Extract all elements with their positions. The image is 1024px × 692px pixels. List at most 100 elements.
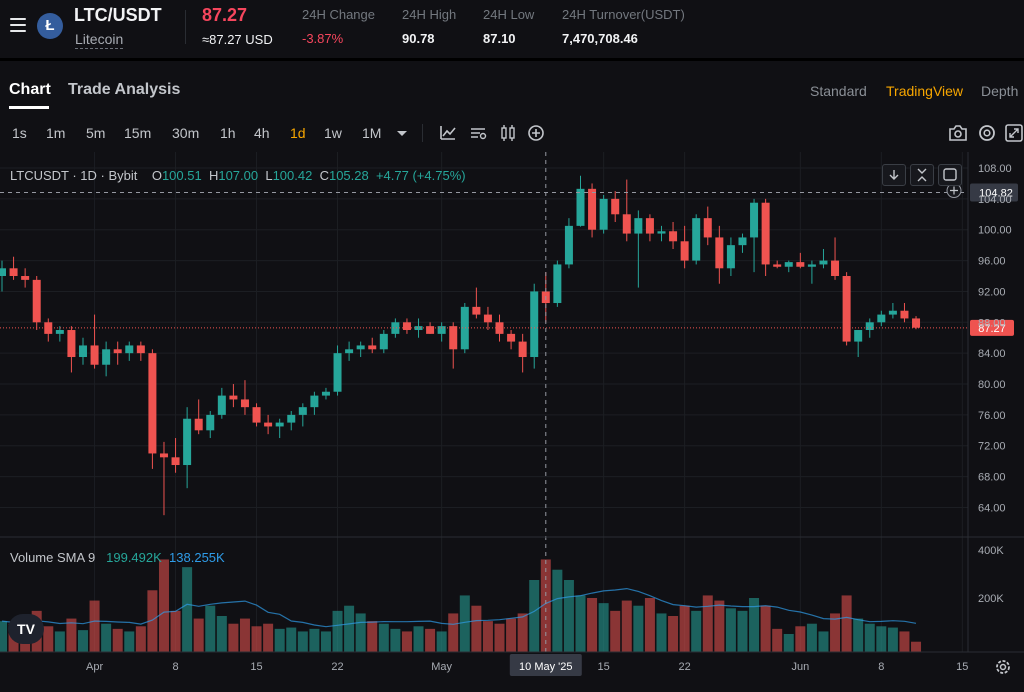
volume-value: 199.492K (106, 550, 162, 565)
volume-bar (587, 598, 598, 652)
candle-body (194, 418, 203, 431)
view-depth[interactable]: Depth (981, 83, 1019, 99)
candle-body (703, 218, 712, 238)
time-tick-label: 15 (250, 661, 262, 673)
tab-chart[interactable]: Chart (9, 81, 51, 98)
pair-name[interactable]: LTC/USDT (74, 5, 162, 25)
volume-bar (471, 605, 482, 652)
view-standard[interactable]: Standard (810, 83, 867, 99)
price-chart[interactable]: 87.27 104.82 10 May '25 108.00 104.00 100.00… (0, 152, 1024, 692)
candle-body (854, 330, 863, 342)
volume-bar (818, 631, 829, 652)
time-tick-label: 22 (331, 661, 343, 673)
settings-icon[interactable] (976, 122, 998, 144)
candles-icon[interactable] (497, 122, 519, 144)
volume-bar (332, 610, 343, 652)
candle-body (310, 395, 319, 408)
candle-body (692, 218, 701, 261)
candle-body (622, 214, 631, 234)
crosshair-price-tag (970, 183, 1018, 202)
volume-bar (425, 628, 436, 652)
candle-body (217, 395, 226, 415)
candle-body (426, 326, 435, 334)
last-price: 87.27 (202, 5, 248, 25)
candle-body (333, 353, 342, 392)
coin-name[interactable]: Litecoin (75, 31, 124, 49)
legend-symbol[interactable]: LTCUSDT · 1D · Bybit (10, 168, 138, 183)
time-tick-label: 15 (956, 661, 968, 673)
volume-bar (853, 618, 864, 652)
candle-body (287, 414, 296, 423)
interval-1m[interactable]: 1m (46, 125, 66, 141)
candle-body (807, 264, 816, 267)
view-tradingview[interactable]: TradingView (886, 83, 964, 99)
camera-icon[interactable] (947, 122, 969, 144)
candle-body (842, 276, 851, 342)
interval-15m[interactable]: 15m (124, 125, 152, 141)
volume-bar (401, 631, 412, 652)
collapse-button[interactable] (910, 164, 934, 186)
volume-bar (297, 631, 308, 652)
time-tick-label: 8 (172, 661, 178, 673)
volume-bar (43, 626, 54, 652)
candle-body (148, 353, 157, 454)
volume-bar (598, 603, 609, 652)
volume-bar (274, 628, 285, 652)
volume-bar (506, 618, 517, 652)
candlestick-chart[interactable]: 87.27 104.82 10 May '25 108.00 104.00 100.00… (0, 152, 1024, 692)
maximize-pane-button[interactable] (938, 164, 962, 186)
chart-type-icon[interactable] (467, 122, 489, 144)
volume-bar (644, 598, 655, 652)
candle-body (379, 333, 388, 350)
price-tick-label: 80.00 (978, 379, 1006, 391)
indicators-icon[interactable] (437, 122, 459, 144)
volume-bar (448, 613, 459, 652)
volume-bar (494, 623, 505, 652)
chart-settings-gear-icon[interactable] (992, 656, 1014, 678)
volume-bar (251, 626, 262, 652)
volume-bar (552, 569, 563, 652)
candle-body (206, 414, 215, 431)
interval-1M[interactable]: 1M (362, 125, 382, 141)
interval-5m[interactable]: 5m (86, 125, 106, 141)
menu-icon[interactable] (10, 18, 26, 32)
candle-body (912, 318, 921, 328)
volume-bar (344, 605, 355, 652)
crosshair-price-label: 104.82 (979, 188, 1013, 200)
interval-1s[interactable]: 1s (12, 125, 27, 141)
tradingview-logo[interactable]: TV (8, 614, 44, 644)
candle-body (576, 188, 585, 226)
toolbar-divider (422, 124, 423, 142)
candle-body (669, 231, 678, 242)
volume-bar (899, 631, 910, 652)
interval-4h[interactable]: 4h (254, 125, 270, 141)
fullscreen-icon[interactable] (1003, 122, 1024, 144)
interval-1d[interactable]: 1d (290, 125, 306, 141)
interval-1w[interactable]: 1w (324, 125, 342, 141)
scroll-down-button[interactable] (882, 164, 906, 186)
candle-body (414, 326, 423, 331)
volume-sma-line (1, 587, 917, 628)
price-tick-label: 68.00 (978, 472, 1006, 484)
volume-bar (563, 580, 574, 652)
volume-bar (714, 600, 725, 652)
interval-30m[interactable]: 30m (172, 125, 200, 141)
volume-bar (783, 634, 794, 652)
legend-low: 100.42 (272, 168, 313, 183)
header-divider-line (0, 58, 1024, 61)
add-icon[interactable] (525, 122, 547, 144)
legend-low-label: L (265, 168, 273, 183)
volume-bar (147, 590, 158, 652)
chevron-down-icon[interactable] (391, 122, 413, 144)
volume-bar (540, 559, 551, 652)
tab-trade-analysis[interactable]: Trade Analysis (68, 81, 181, 98)
volume-bar (737, 610, 748, 652)
volume-bar (656, 613, 667, 652)
volume-legend-label[interactable]: Volume SMA 9 (10, 550, 96, 565)
candle-body (437, 326, 446, 334)
time-tick-label: Apr (86, 661, 103, 673)
interval-1h[interactable]: 1h (220, 125, 236, 141)
change-label: 24H Change (302, 7, 375, 22)
candle-body (599, 198, 608, 230)
volume-bar (89, 600, 100, 652)
